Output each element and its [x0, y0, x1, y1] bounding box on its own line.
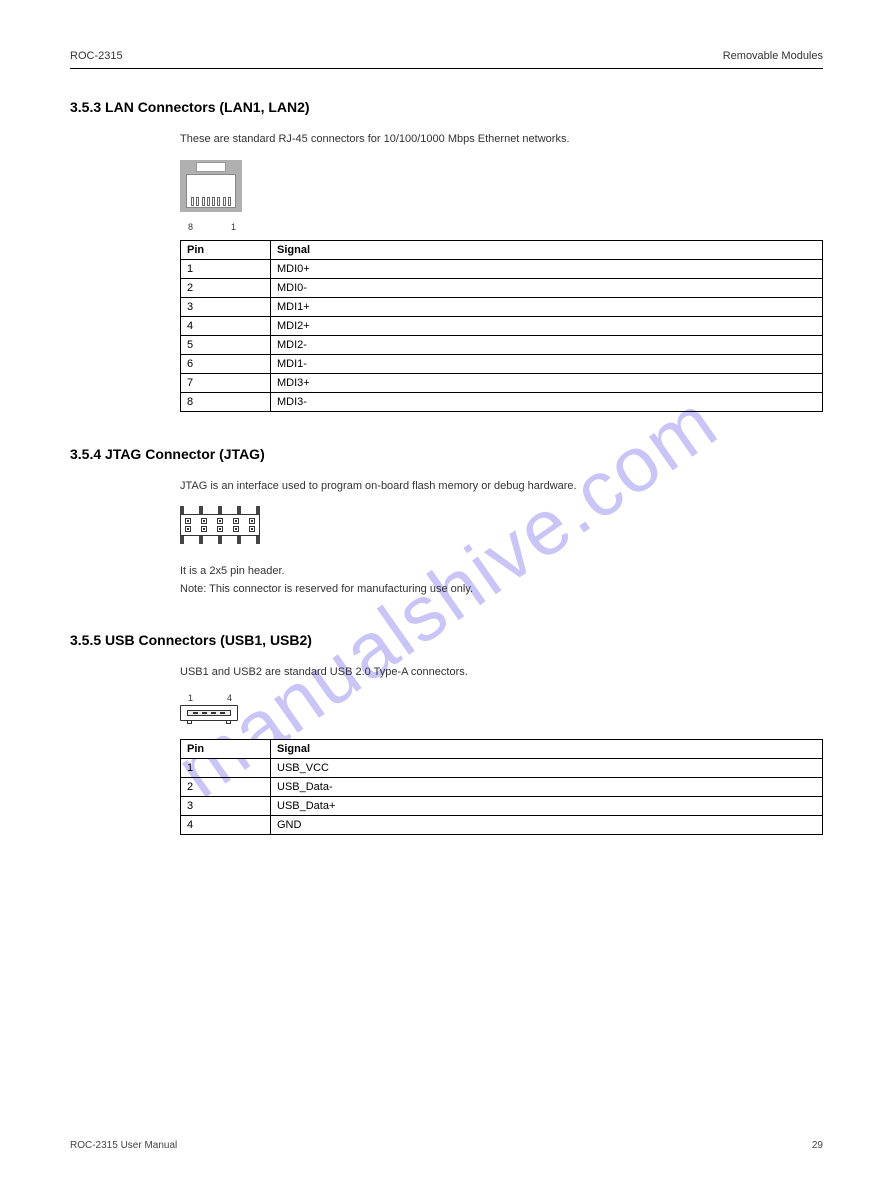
cell: MDI2+ [271, 316, 823, 335]
table-row: 6MDI1- [181, 354, 823, 373]
usb-label-left: 1 [188, 693, 193, 703]
table-row: 5MDI2- [181, 335, 823, 354]
cell: MDI1+ [271, 297, 823, 316]
cell: USB_VCC [271, 758, 823, 777]
section-jtag-desc-2: It is a 2x5 pin header. [180, 563, 823, 581]
rj45-connector-figure [180, 160, 242, 218]
cell: 6 [181, 354, 271, 373]
section-jtag-desc-1: JTAG is an interface used to program on-… [180, 478, 823, 495]
section-usb-desc: USB1 and USB2 are standard USB 2.0 Type-… [180, 664, 823, 681]
header-right: Removable Modules [723, 50, 823, 62]
cell: GND [271, 815, 823, 834]
table-row: 2MDI0- [181, 278, 823, 297]
header-left: ROC-2315 [70, 50, 123, 62]
rj45-label-right: 1 [231, 222, 236, 232]
table-row: 4GND [181, 815, 823, 834]
cell: 8 [181, 392, 271, 411]
page-content: ROC-2315 Removable Modules 3.5.3 LAN Con… [70, 50, 823, 1141]
lan-pin-table: Pin Signal 1MDI0+ 2MDI0- 3MDI1+ 4MDI2+ 5… [180, 240, 823, 412]
cell: MDI1- [271, 354, 823, 373]
page-header: ROC-2315 Removable Modules [70, 50, 823, 69]
table-row: 3USB_Data+ [181, 796, 823, 815]
cell: MDI3- [271, 392, 823, 411]
cell: MDI0+ [271, 259, 823, 278]
section-lan-desc: These are standard RJ-45 connectors for … [180, 131, 823, 148]
page-footer: ROC-2315 User Manual 29 [70, 1140, 823, 1151]
table-header: Signal [271, 240, 823, 259]
cell: 3 [181, 796, 271, 815]
cell: 5 [181, 335, 271, 354]
rj45-pin-labels: 8 1 [188, 222, 236, 232]
table-header-row: Pin Signal [181, 240, 823, 259]
section-lan: 3.5.3 LAN Connectors (LAN1, LAN2) These … [70, 99, 823, 412]
cell: MDI2- [271, 335, 823, 354]
cell: 2 [181, 278, 271, 297]
rj45-label-left: 8 [188, 222, 193, 232]
cell: USB_Data- [271, 777, 823, 796]
table-row: 7MDI3+ [181, 373, 823, 392]
usb-label-right: 4 [227, 693, 232, 703]
usb-connector-figure [180, 705, 238, 725]
cell: 4 [181, 815, 271, 834]
cell: 4 [181, 316, 271, 335]
section-usb: 3.5.5 USB Connectors (USB1, USB2) USB1 a… [70, 632, 823, 835]
section-jtag-title: 3.5.4 JTAG Connector (JTAG) [70, 446, 823, 462]
table-row: 4MDI2+ [181, 316, 823, 335]
cell: MDI3+ [271, 373, 823, 392]
cell: USB_Data+ [271, 796, 823, 815]
table-row: 3MDI1+ [181, 297, 823, 316]
cell: MDI0- [271, 278, 823, 297]
table-header: Signal [271, 739, 823, 758]
cell: 1 [181, 259, 271, 278]
table-row: 8MDI3- [181, 392, 823, 411]
table-header: Pin [181, 739, 271, 758]
usb-pin-table: Pin Signal 1USB_VCC 2USB_Data- 3USB_Data… [180, 739, 823, 835]
section-jtag: 3.5.4 JTAG Connector (JTAG) JTAG is an i… [70, 446, 823, 599]
cell: 1 [181, 758, 271, 777]
section-jtag-desc-3: Note: This connector is reserved for man… [180, 581, 823, 599]
cell: 7 [181, 373, 271, 392]
section-usb-title: 3.5.5 USB Connectors (USB1, USB2) [70, 632, 823, 648]
footer-right: 29 [812, 1140, 823, 1151]
jtag-header-figure [180, 506, 260, 551]
table-header-row: Pin Signal [181, 739, 823, 758]
table-row: 2USB_Data- [181, 777, 823, 796]
table-header: Pin [181, 240, 271, 259]
usb-pin-labels: 1 4 [188, 693, 232, 703]
table-row: 1MDI0+ [181, 259, 823, 278]
cell: 3 [181, 297, 271, 316]
table-row: 1USB_VCC [181, 758, 823, 777]
cell: 2 [181, 777, 271, 796]
section-lan-title: 3.5.3 LAN Connectors (LAN1, LAN2) [70, 99, 823, 115]
footer-left: ROC-2315 User Manual [70, 1140, 177, 1151]
